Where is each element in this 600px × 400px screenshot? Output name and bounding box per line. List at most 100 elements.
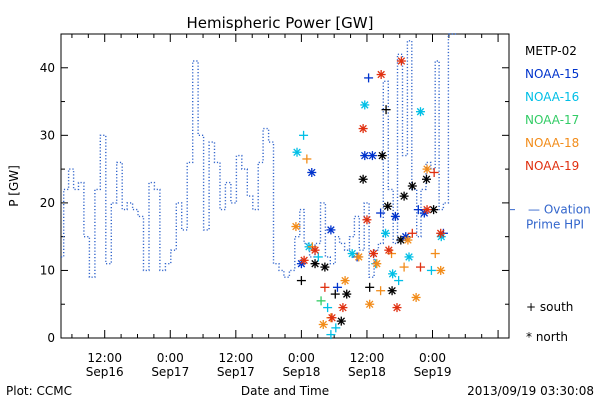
y-tick-label: 0 [47, 331, 55, 345]
marker-noaa-16-north [360, 100, 370, 110]
marker-noaa-16-south [394, 276, 404, 286]
legend-noaa-19: NOAA-19 [525, 159, 579, 173]
x-tick-label-date: Sep17 [217, 365, 255, 379]
marker-noaa-18-north [291, 222, 301, 232]
marker-metp-02-north [422, 174, 432, 184]
marker-noaa-16-south [313, 252, 323, 262]
legend-noaa-18: NOAA-18 [525, 136, 579, 150]
marker-noaa-18-north [411, 292, 421, 302]
legend: METP-02 NOAA-15 NOAA-16 NOAA-17 NOAA-18 NOAA-… [510, 44, 591, 344]
marker-noaa-15-south [376, 208, 386, 218]
marker-noaa-15-north [390, 211, 400, 221]
marker-noaa-16-south [326, 330, 336, 340]
x-tick-label-date: Sep19 [414, 365, 452, 379]
legend-noaa-16: NOAA-16 [525, 90, 579, 104]
marker-noaa-16-north [381, 228, 391, 238]
marker-metp-02-south [330, 289, 340, 299]
marker-noaa-15-south [332, 282, 342, 292]
marker-metp-02-south [365, 282, 375, 292]
marker-noaa-18-north [422, 164, 432, 174]
marker-noaa-18-north [403, 235, 413, 245]
x-tick-label-time: 0:00 [157, 351, 184, 365]
legend-ovation-line1: — Ovation [528, 203, 591, 217]
x-axis-label: Date and Time [241, 384, 329, 398]
marker-noaa-19-north [422, 205, 432, 215]
marker-noaa-19-south [415, 262, 425, 272]
marker-noaa-15-south [364, 73, 374, 83]
marker-noaa-18-south [376, 286, 386, 296]
footer-credit: Plot: CCMC [6, 384, 72, 398]
marker-noaa-16-north [415, 107, 425, 117]
x-tick-label-date: Sep16 [86, 365, 124, 379]
marker-noaa-17-south [316, 296, 326, 306]
marker-noaa-18-south [302, 154, 312, 164]
marker-metp-02-north [387, 286, 397, 296]
x-axis: 12:00Sep160:00Sep1712:00Sep170:00Sep1812… [71, 34, 499, 379]
ovation-prime-step-line [61, 33, 458, 278]
marker-noaa-16-south [331, 323, 341, 333]
marker-noaa-19-north [392, 303, 402, 313]
chart-title: Hemispheric Power [GW] [187, 14, 374, 32]
marker-noaa-16-south [323, 303, 333, 313]
marker-metp-02-south [381, 105, 391, 115]
legend-north-symbol: * north [526, 330, 568, 344]
plot-frame [60, 33, 510, 339]
x-tick-label-time: 12:00 [350, 351, 385, 365]
marker-noaa-15-north [360, 151, 370, 161]
y-tick-label: 40 [40, 61, 55, 75]
x-tick-label-time: 0:00 [419, 351, 446, 365]
marker-noaa-18-north [436, 265, 446, 275]
marker-noaa-18-north [318, 319, 328, 329]
legend-south-symbol: + south [526, 300, 573, 314]
marker-noaa-19-north [310, 245, 320, 255]
satellite-measurements [291, 56, 448, 340]
y-tick-label: 30 [40, 128, 55, 142]
marker-noaa-16-north [388, 269, 398, 279]
marker-noaa-18-north [372, 259, 382, 269]
marker-metp-02-north [407, 181, 417, 191]
y-axis: 0 10 20 30 40 [40, 33, 509, 345]
x-tick-label-date: Sep18 [282, 365, 320, 379]
marker-metp-02-north [377, 151, 387, 161]
marker-metp-02-north [383, 201, 393, 211]
y-axis-label: P [GW] [7, 165, 21, 207]
x-tick-label-time: 12:00 [219, 351, 254, 365]
marker-metp-02-north [429, 205, 439, 215]
marker-metp-02-north [342, 289, 352, 299]
marker-noaa-19-north [299, 255, 309, 265]
marker-metp-02-south [296, 276, 306, 286]
marker-noaa-16-north [292, 147, 302, 157]
marker-metp-02-north [320, 262, 330, 272]
marker-noaa-16-south [426, 265, 436, 275]
marker-noaa-16-south [299, 130, 309, 140]
marker-noaa-19-north [338, 303, 348, 313]
marker-noaa-19-south [429, 167, 439, 177]
marker-noaa-18-north [354, 252, 364, 262]
marker-noaa-19-north [369, 249, 379, 259]
marker-noaa-19-north [396, 56, 406, 66]
y-tick-label: 20 [40, 196, 55, 210]
marker-noaa-18-south [430, 249, 440, 259]
x-tick-label-date: Sep18 [348, 365, 386, 379]
marker-noaa-16-north [347, 249, 357, 259]
legend-ovation-line2: Prime HPI [526, 218, 584, 232]
marker-metp-02-north [399, 191, 409, 201]
footer-timestamp: 2013/09/19 03:30:08 [467, 384, 594, 398]
ovation-prime-hpi-line [61, 33, 458, 278]
legend-metp-02: METP-02 [525, 44, 577, 58]
marker-noaa-19-south [407, 228, 417, 238]
marker-noaa-19-north [362, 215, 372, 225]
marker-noaa-19-south [320, 282, 330, 292]
marker-noaa-16-north [404, 252, 414, 262]
legend-noaa-17: NOAA-17 [525, 113, 579, 127]
marker-noaa-15-north [367, 151, 377, 161]
x-tick-label-date: Sep17 [151, 365, 189, 379]
marker-metp-02-north [310, 259, 320, 269]
marker-noaa-18-north [365, 299, 375, 309]
marker-metp-02-north [358, 174, 368, 184]
marker-noaa-19-north [384, 245, 394, 255]
marker-noaa-18-north [340, 276, 350, 286]
marker-noaa-19-north [376, 70, 386, 80]
marker-noaa-18-south [399, 262, 409, 272]
